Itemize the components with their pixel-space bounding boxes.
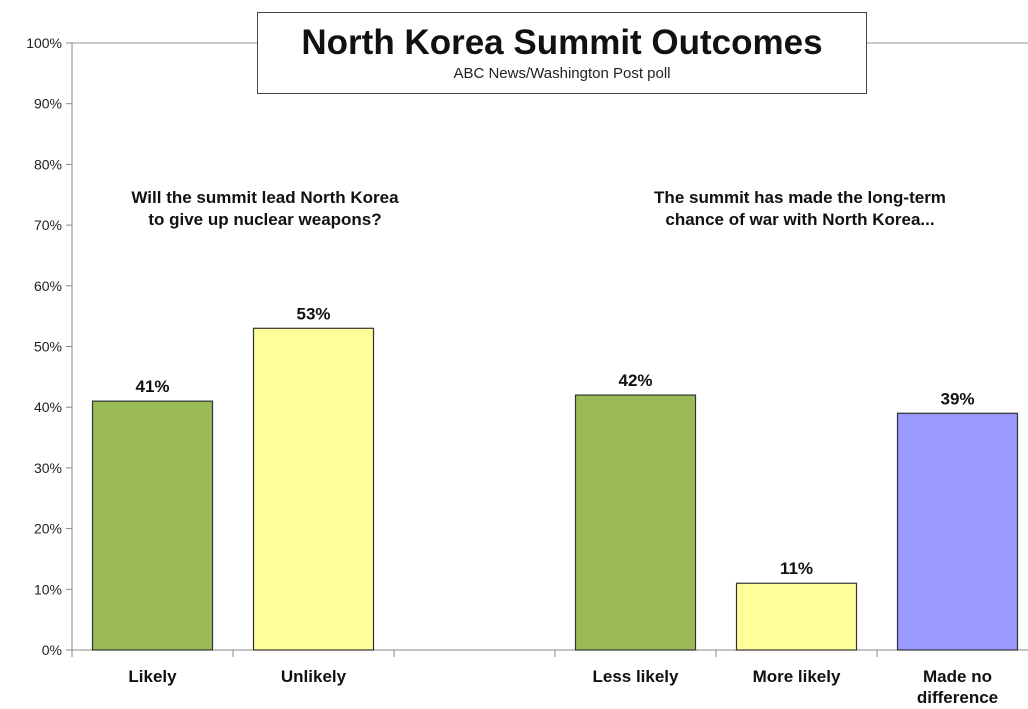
x-tick-label: Less likely xyxy=(592,667,679,686)
chart-title: North Korea Summit Outcomes xyxy=(301,23,823,62)
title-box: North Korea Summit Outcomes ABC News/Was… xyxy=(257,12,867,94)
y-tick-label: 50% xyxy=(34,339,62,355)
bar xyxy=(574,394,697,651)
y-tick-label: 100% xyxy=(26,35,62,51)
left-question-line-2: to give up nuclear weapons? xyxy=(148,210,382,229)
data-label: 41% xyxy=(135,377,169,396)
y-tick-label: 0% xyxy=(42,642,62,658)
y-tick-label: 60% xyxy=(34,278,62,294)
bar xyxy=(252,327,375,651)
y-tick-label: 70% xyxy=(34,217,62,233)
bar xyxy=(896,412,1019,651)
data-label: 42% xyxy=(618,371,652,390)
left-group-question: Will the summit lead North Korea to give… xyxy=(80,187,450,231)
y-tick-label: 80% xyxy=(34,156,62,172)
data-label: 11% xyxy=(780,559,813,578)
y-tick-label: 90% xyxy=(34,96,62,112)
chart-subtitle: ABC News/Washington Post poll xyxy=(453,65,671,82)
data-label: 53% xyxy=(296,304,330,323)
bar xyxy=(91,400,214,651)
bar xyxy=(735,582,858,651)
data-label: 39% xyxy=(940,389,974,408)
x-tick-label: Unlikely xyxy=(281,667,347,686)
x-tick-label: difference xyxy=(917,688,998,707)
left-question-line-1: Will the summit lead North Korea xyxy=(131,188,399,207)
right-group-question: The summit has made the long-term chance… xyxy=(590,187,1010,231)
x-tick-label: Made no xyxy=(923,667,992,686)
y-tick-label: 10% xyxy=(34,581,62,597)
y-tick-label: 20% xyxy=(34,521,62,537)
y-tick-label: 40% xyxy=(34,399,62,415)
right-question-line-2: chance of war with North Korea... xyxy=(665,210,935,229)
x-tick-label: Likely xyxy=(128,667,177,686)
right-question-line-1: The summit has made the long-term xyxy=(654,188,946,207)
x-tick-label: More likely xyxy=(753,667,841,686)
y-tick-label: 30% xyxy=(34,460,62,476)
